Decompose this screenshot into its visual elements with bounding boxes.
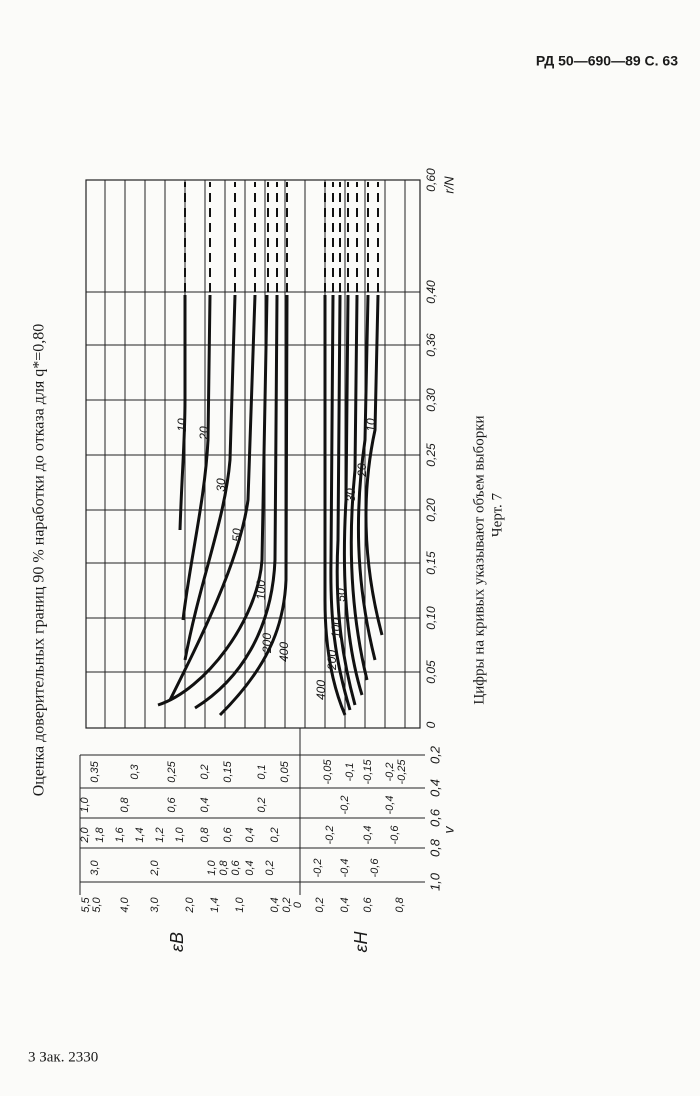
scale-label: 0,4 bbox=[244, 860, 256, 875]
v-tick-label: 0,6 bbox=[427, 808, 442, 827]
curve-label: 50 bbox=[334, 588, 348, 602]
scale-label: -0,6 bbox=[389, 825, 401, 845]
curve-label: 30 bbox=[214, 478, 228, 492]
scale-label: 2,0 bbox=[184, 896, 196, 913]
scale-label: 3,0 bbox=[89, 859, 101, 875]
x-tick-label: 0,40 bbox=[424, 280, 438, 304]
scale-label: 0,2 bbox=[314, 897, 326, 912]
scale-label: 2,0 bbox=[149, 859, 161, 876]
scale-label: 0,2 bbox=[256, 797, 268, 812]
scale-label: 0,05 bbox=[279, 760, 291, 782]
scale-label: 1,0 bbox=[79, 796, 91, 812]
curve-label: 10 bbox=[175, 418, 189, 432]
scale-label: -0,05 bbox=[322, 759, 334, 785]
scale-label: 0,8 bbox=[394, 896, 406, 912]
page-ref: РД 50—690—89 С. 63 bbox=[536, 53, 678, 69]
scale-label: 0,8 bbox=[199, 826, 211, 842]
curve-label: 400 bbox=[277, 642, 291, 662]
scale-label: 5,5 bbox=[80, 896, 92, 912]
v-tick-label: 1,0 bbox=[427, 872, 442, 891]
scale-label: 0,8 bbox=[218, 859, 230, 875]
curve-label: 400 bbox=[314, 680, 328, 700]
scale-label: 0,6 bbox=[222, 826, 234, 842]
scale-label: 0,2 bbox=[199, 764, 211, 779]
scale-label: 0,35 bbox=[89, 760, 101, 782]
curve-label: 20 bbox=[355, 463, 369, 478]
scale-label: 4,0 bbox=[119, 896, 131, 912]
curves bbox=[157, 182, 384, 717]
x-axis-label: r/N bbox=[441, 176, 456, 194]
scale-label: 0,6 bbox=[166, 796, 178, 812]
scale-label: 0,4 bbox=[269, 897, 281, 912]
scale-label: 0,1 bbox=[256, 764, 268, 779]
scale-label: -0,2 bbox=[324, 826, 336, 845]
curve-label: 20 bbox=[197, 426, 211, 441]
x-tick-label: 0,05 bbox=[424, 660, 438, 684]
scale-label: -0,4 bbox=[339, 859, 351, 878]
scale-label: 0 bbox=[292, 901, 304, 908]
scale-label: 0,3 bbox=[129, 763, 141, 779]
curve-label: 50 bbox=[230, 528, 244, 542]
v-tick-label: 0,4 bbox=[427, 779, 442, 797]
curve-label: 10 bbox=[364, 418, 378, 432]
v-tick-label: 0,8 bbox=[427, 838, 442, 857]
scale-label: 1,4 bbox=[209, 897, 221, 912]
v-tick-label: 0,2 bbox=[427, 745, 442, 764]
scale-label: 2,0 bbox=[79, 826, 91, 843]
scale-label: 5,0 bbox=[91, 896, 103, 912]
scale-label: -0,4 bbox=[384, 796, 396, 815]
curve-label: 100 bbox=[329, 618, 343, 638]
figure-number: Черт. 7 bbox=[489, 492, 505, 537]
x-tick-label: 0,25 bbox=[424, 443, 438, 467]
scale-label: 0,6 bbox=[230, 859, 242, 875]
scale-label: 0,6 bbox=[362, 896, 374, 912]
note: Цифры на кривых указывают объем выборки bbox=[471, 415, 487, 704]
scale-label: 1,0 bbox=[174, 826, 186, 842]
scale-label: 0,4 bbox=[199, 797, 211, 812]
scale-label: 1,8 bbox=[94, 826, 106, 842]
scale-label: -0,6 bbox=[369, 858, 381, 878]
scale-label: -0,2 bbox=[384, 763, 396, 782]
curve-label: 30 bbox=[344, 488, 358, 502]
scale-label: -0,2 bbox=[339, 796, 351, 815]
footer: 3 Зак. 2330 bbox=[28, 1049, 98, 1065]
scale-label: 0,4 bbox=[339, 897, 351, 912]
curve-label: 200 bbox=[325, 650, 339, 671]
x-tick-label: 0,20 bbox=[424, 498, 438, 522]
scale-label: -0,1 bbox=[344, 763, 356, 782]
x-tick-label: 0,60 bbox=[424, 168, 438, 192]
scale-label: 0,8 bbox=[119, 796, 131, 812]
scale-label: 1,0 bbox=[234, 896, 246, 912]
x-tick-label: 0,30 bbox=[424, 388, 438, 412]
scale-label: 1,6 bbox=[114, 826, 126, 842]
scale-label: 0,15 bbox=[222, 760, 234, 782]
curve-label: 100 bbox=[254, 580, 268, 600]
scale-label: 0,2 bbox=[264, 860, 276, 875]
scale-label: -0,25 bbox=[396, 759, 408, 785]
scale-label: 0,25 bbox=[166, 760, 178, 782]
x-tick-label: 0,10 bbox=[424, 606, 438, 630]
eps-upper-label: εВ bbox=[167, 932, 187, 952]
grid bbox=[79, 179, 425, 895]
scale-label: 1,2 bbox=[154, 827, 166, 842]
scale-label: -0,2 bbox=[312, 859, 324, 878]
scale-label: 1,4 bbox=[134, 827, 146, 842]
curve-label: 200 bbox=[260, 633, 274, 654]
scale-label: -0,15 bbox=[362, 759, 374, 785]
x-tick-label: 0,15 bbox=[424, 551, 438, 575]
v-axis-label: v bbox=[441, 826, 457, 834]
scale-label: 3,0 bbox=[149, 896, 161, 912]
eps-lower-label: εН bbox=[351, 931, 371, 953]
x-tick-label: 0 bbox=[424, 721, 438, 728]
scale-label: 0,4 bbox=[244, 827, 256, 842]
title: Оценка доверительных границ 90 % наработ… bbox=[31, 324, 48, 797]
x-tick-label: 0,36 bbox=[424, 333, 438, 357]
scale-label: 1,0 bbox=[206, 859, 218, 875]
scale-label: -0,4 bbox=[362, 826, 374, 845]
scale-label: 0,2 bbox=[281, 897, 293, 912]
scale-label: 0,2 bbox=[269, 827, 281, 842]
